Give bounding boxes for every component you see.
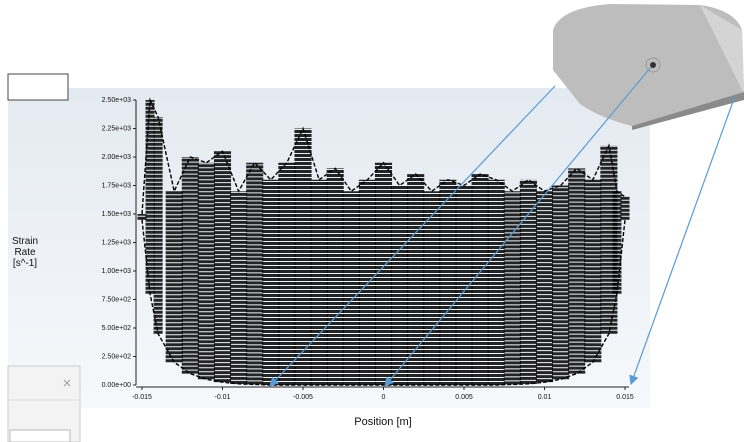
disk-top: [553, 4, 744, 126]
arrow: [269, 85, 556, 387]
y-tick-label: 7.50e+02: [102, 296, 131, 303]
dialog-field: [9, 429, 71, 442]
disk-edge: [632, 92, 744, 130]
disk-center-ring: [645, 57, 661, 73]
x-tick-label: 0: [382, 394, 386, 401]
y-tick-label: 1.75e+03: [102, 182, 131, 189]
y-tick-label: 2.50e+03: [102, 97, 131, 104]
x-tick-label: -0.005: [293, 394, 313, 401]
y-tick-label: 1.00e+03: [102, 268, 131, 275]
arrow: [629, 95, 736, 386]
y-tick-label: 0.00e+00: [102, 382, 131, 389]
dialog-close[interactable]: [63, 379, 71, 387]
y-tick-label: 1.50e+03: [102, 211, 131, 218]
y-tick-label: 1.25e+03: [102, 239, 131, 246]
x-tick-label: -0.01: [215, 394, 231, 401]
upper-envelope: [141, 97, 626, 215]
x-tick-label: 0.005: [455, 394, 473, 401]
y-tick-label: 2.25e+03: [102, 125, 131, 132]
y-axis-label: Strain Rate [s^-1]: [11, 236, 39, 269]
y-tick-label: 5.00e+02: [102, 325, 131, 332]
arrow: [384, 66, 652, 387]
x-tick-label: 0.015: [616, 394, 634, 401]
x-axis-label: Position [m]: [354, 416, 411, 428]
y-tick-label: 2.50e+02: [102, 353, 131, 360]
disk-rim: [700, 5, 744, 92]
lower-envelope: [141, 219, 626, 386]
x-tick-label: 0.01: [538, 394, 552, 401]
disk-center: [650, 62, 656, 68]
y-tick-label: 2.00e+03: [102, 154, 131, 161]
toolbar-fragment: [7, 73, 69, 101]
x-tick-label: -0.015: [132, 394, 152, 401]
dialog-fragment: [7, 365, 81, 442]
